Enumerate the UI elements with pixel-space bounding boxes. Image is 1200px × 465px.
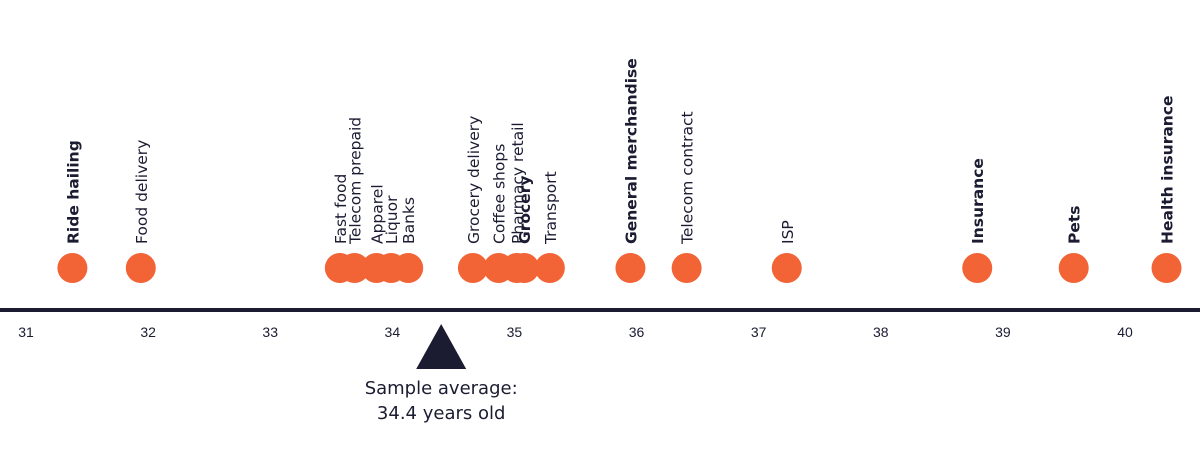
point-label: ISP — [779, 220, 797, 244]
data-point — [393, 253, 424, 283]
data-point — [771, 253, 802, 283]
tick-label: 37 — [751, 324, 767, 340]
data-point — [1151, 253, 1182, 283]
data-point — [1058, 253, 1089, 283]
point-label: Apparel — [368, 184, 386, 244]
point-label: Telecom prepaid — [346, 117, 364, 245]
tick-label: 35 — [507, 324, 523, 340]
point-label: Pharmacy retail — [509, 122, 527, 244]
tick-labels: 31 32 33 34 35 36 37 38 39 40 — [18, 324, 1133, 340]
data-point — [57, 253, 88, 283]
data-point — [125, 253, 156, 283]
point-label: Pets — [1066, 205, 1084, 244]
point-label: Ride hailing — [64, 140, 82, 244]
tick-label: 36 — [629, 324, 645, 340]
tick-label: 31 — [18, 324, 34, 340]
data-point — [509, 253, 540, 283]
data-points: Ride hailing Food delivery Fast foodTeleco… — [57, 58, 1182, 283]
data-point — [962, 253, 993, 283]
point-label: Transport — [542, 171, 560, 245]
data-point — [615, 253, 646, 283]
data-point — [671, 253, 702, 283]
point-label: Health insurance — [1159, 95, 1177, 244]
point-label: Insurance — [969, 158, 987, 244]
tick-label: 38 — [873, 324, 889, 340]
point-label: Coffee shops — [491, 144, 509, 244]
point-label: Grocery — [516, 176, 534, 244]
point-label: Banks — [400, 197, 418, 244]
data-point — [534, 253, 565, 283]
average-label-line1: Sample average: — [365, 378, 518, 399]
point-label: Liquor — [383, 195, 401, 244]
tick-label: 40 — [1117, 324, 1133, 340]
tick-label: 33 — [262, 324, 278, 340]
data-point — [339, 253, 370, 283]
point-label: Fast food — [332, 174, 350, 244]
tick-label: 39 — [995, 324, 1011, 340]
point-label: Grocery delivery — [465, 116, 483, 244]
tick-label: 34 — [385, 324, 401, 340]
average-label-line2: 34.4 years old — [377, 403, 506, 424]
sample-average-marker: Sample average: 34.4 years old — [365, 324, 518, 424]
point-label: General merchandise — [622, 58, 640, 244]
tick-label: 32 — [140, 324, 156, 340]
average-triangle — [416, 324, 467, 369]
point-label: Telecom contract — [679, 111, 697, 245]
data-point — [457, 253, 488, 283]
point-label: Food delivery — [133, 140, 151, 244]
